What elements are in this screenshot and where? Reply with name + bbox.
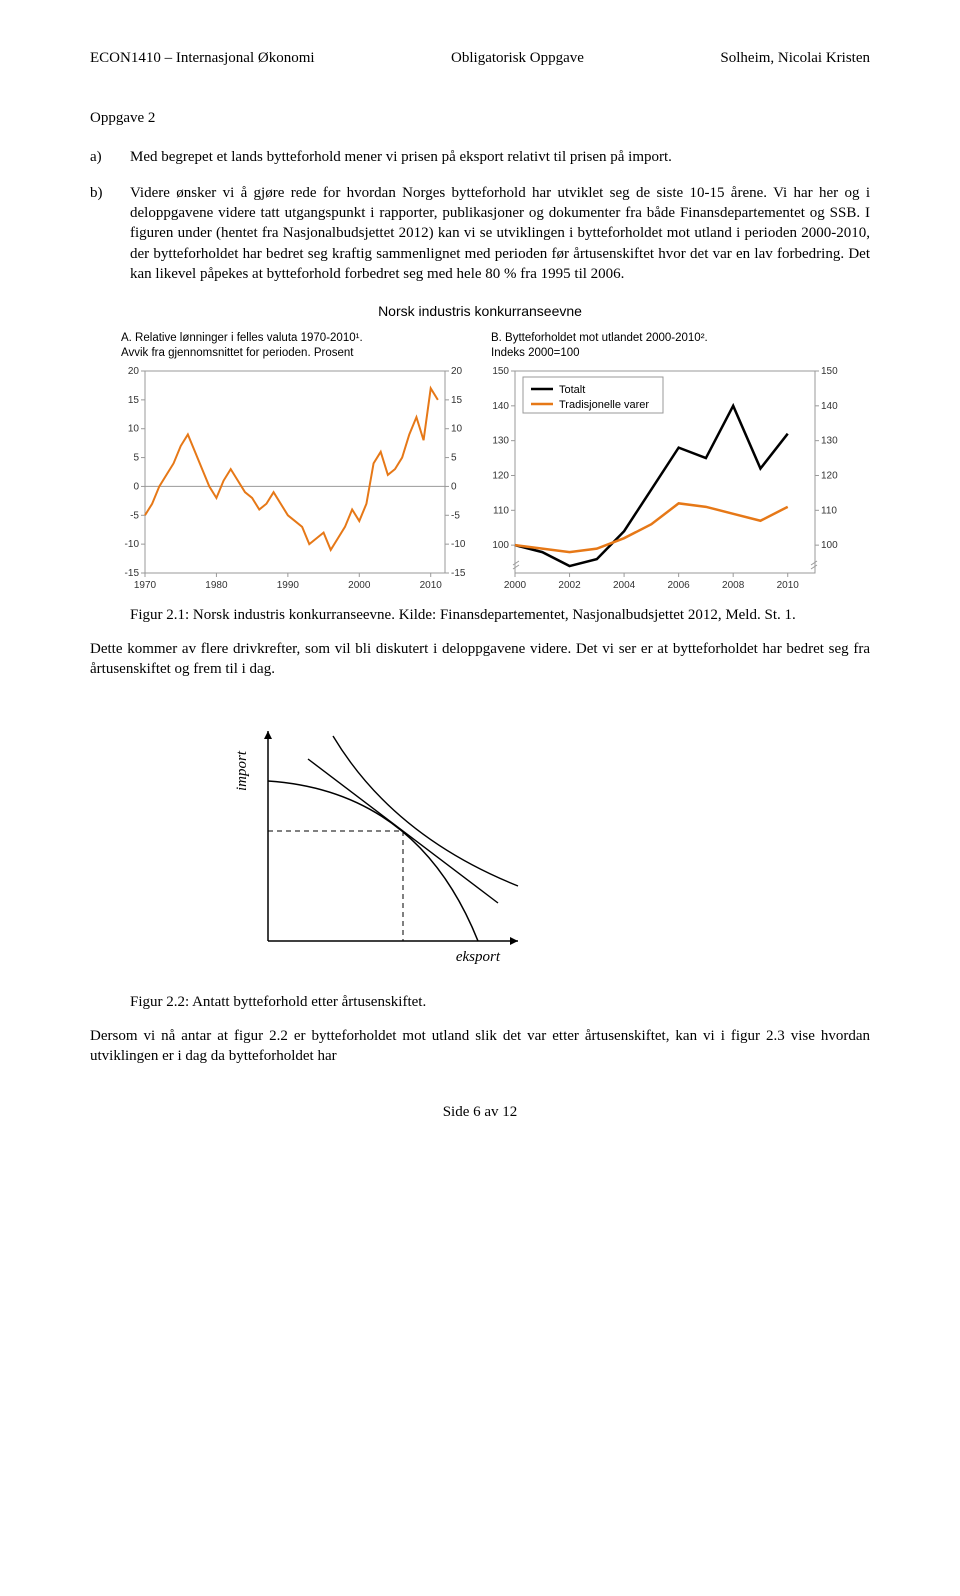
svg-text:2010: 2010 — [420, 580, 443, 591]
chart-a-subtitle-2: Avvik fra gjennomsnittet for perioden. P… — [121, 347, 353, 359]
svg-text:2008: 2008 — [722, 580, 745, 591]
svg-text:eksport: eksport — [456, 949, 501, 965]
svg-text:-15: -15 — [451, 568, 466, 579]
svg-text:-10: -10 — [451, 539, 466, 550]
item-b: b) Videre ønsker vi å gjøre rede for hvo… — [90, 183, 870, 284]
svg-text:5: 5 — [133, 452, 139, 463]
svg-text:140: 140 — [821, 401, 838, 412]
svg-text:100: 100 — [821, 540, 838, 551]
item-a: a) Med begrepet et lands bytteforhold me… — [90, 147, 870, 167]
caption-row-21: Figur 2.1: Norsk industris konkurranseev… — [90, 605, 870, 625]
svg-text:2006: 2006 — [668, 580, 691, 591]
figure-21-caption: Figur 2.1: Norsk industris konkurranseev… — [130, 605, 870, 625]
header-left: ECON1410 – Internasjonal Økonomi — [90, 48, 315, 68]
chart-b-svg: 100 100 110 110 120 120 130 130 140 140 150 150 2000… — [485, 365, 845, 595]
svg-text:1970: 1970 — [134, 580, 157, 591]
chart-a: A. Relative lønninger i felles valuta 19… — [115, 331, 475, 595]
svg-text:10: 10 — [451, 423, 463, 434]
svg-text:2002: 2002 — [558, 580, 581, 591]
svg-text:-5: -5 — [130, 510, 139, 521]
svg-text:140: 140 — [492, 401, 509, 412]
charts-figure: Norsk industris konkurranseevne A. Relat… — [90, 302, 870, 595]
page-footer: Side 6 av 12 — [90, 1102, 870, 1122]
chart-b-subtitle-1: B. Bytteforholdet mot utlandet 2000-2010… — [491, 332, 708, 344]
econ-diagram-svg: import eksport — [210, 706, 570, 986]
svg-text:-15: -15 — [125, 568, 140, 579]
svg-text:1980: 1980 — [205, 580, 228, 591]
econ-diagram: import eksport — [210, 706, 870, 986]
svg-text:0: 0 — [451, 481, 457, 492]
chart-b: B. Bytteforholdet mot utlandet 2000-2010… — [485, 331, 845, 595]
svg-text:15: 15 — [128, 395, 140, 406]
header-right: Solheim, Nicolai Kristen — [720, 48, 870, 68]
caption-row-22: Figur 2.2: Antatt bytteforhold etter årt… — [90, 992, 870, 1012]
svg-text:2000: 2000 — [348, 580, 371, 591]
item-b-label: b) — [90, 183, 130, 284]
svg-text:130: 130 — [492, 435, 509, 446]
header-center: Obligatorisk Oppgave — [451, 48, 584, 68]
svg-text:-10: -10 — [125, 539, 140, 550]
svg-text:120: 120 — [821, 470, 838, 481]
svg-text:Totalt: Totalt — [559, 384, 585, 396]
chart-b-subtitle-2: Indeks 2000=100 — [491, 347, 580, 359]
charts-main-title: Norsk industris konkurranseevne — [90, 302, 870, 321]
svg-text:0: 0 — [133, 481, 139, 492]
svg-text:2000: 2000 — [504, 580, 527, 591]
chart-a-subtitle-1: A. Relative lønninger i felles valuta 19… — [121, 332, 363, 344]
svg-text:2010: 2010 — [777, 580, 800, 591]
svg-text:-5: -5 — [451, 510, 460, 521]
svg-text:20: 20 — [451, 366, 463, 377]
item-b-text: Videre ønsker vi å gjøre rede for hvorda… — [130, 183, 870, 284]
svg-text:15: 15 — [451, 395, 463, 406]
svg-text:20: 20 — [128, 366, 140, 377]
svg-text:150: 150 — [492, 366, 509, 377]
svg-text:150: 150 — [821, 366, 838, 377]
svg-text:1990: 1990 — [277, 580, 300, 591]
svg-text:110: 110 — [493, 505, 509, 516]
item-a-text: Med begrepet et lands bytteforhold mener… — [130, 147, 870, 167]
para-after-fig22: Dersom vi nå antar at figur 2.2 er bytte… — [90, 1026, 870, 1067]
para-after-fig21: Dette kommer av flere drivkrefter, som v… — [90, 639, 870, 680]
chart-a-svg: -15 -15 -10 -10 -5 -5 0 0 5 5 10 10 15 15 20 20 1970 1980… — [115, 365, 475, 595]
figure-22-caption: Figur 2.2: Antatt bytteforhold etter årt… — [130, 992, 870, 1012]
svg-text:10: 10 — [128, 423, 140, 434]
svg-text:130: 130 — [821, 435, 838, 446]
svg-text:5: 5 — [451, 452, 457, 463]
svg-text:2004: 2004 — [613, 580, 636, 591]
svg-text:import: import — [234, 750, 250, 791]
svg-text:110: 110 — [821, 505, 837, 516]
item-a-label: a) — [90, 147, 130, 167]
svg-text:Tradisjonelle varer: Tradisjonelle varer — [559, 399, 649, 411]
task-title: Oppgave 2 — [90, 108, 870, 128]
svg-text:120: 120 — [492, 470, 509, 481]
page-header: ECON1410 – Internasjonal Økonomi Obligat… — [90, 48, 870, 68]
svg-text:100: 100 — [492, 540, 509, 551]
